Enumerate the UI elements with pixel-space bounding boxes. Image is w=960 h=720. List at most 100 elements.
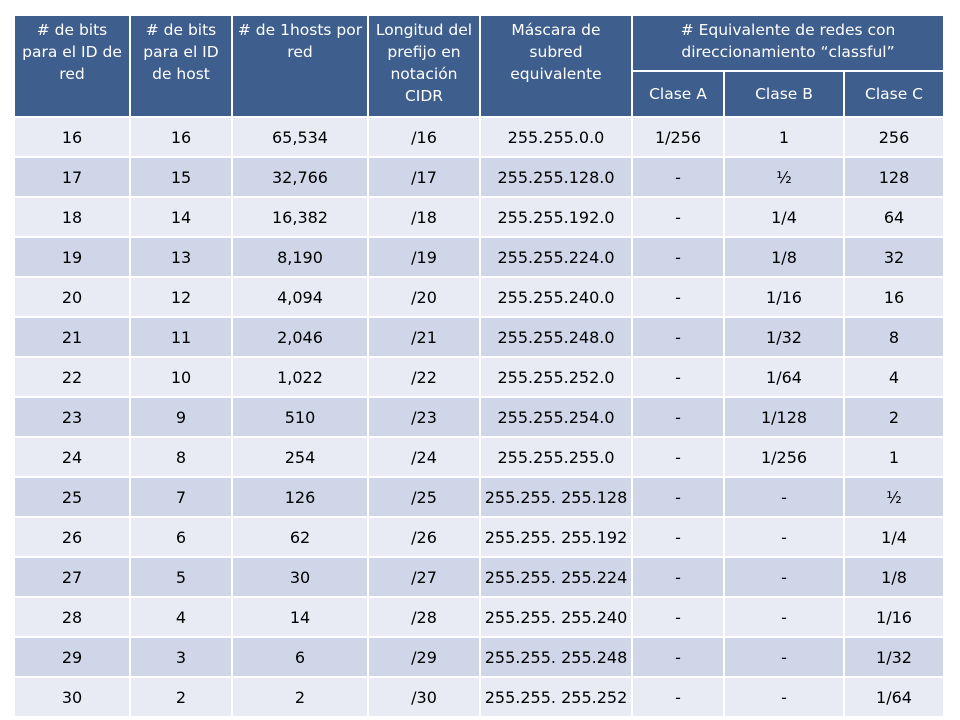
class-a-cell: - [631, 676, 725, 718]
table-row: 18 14 16,382/18 255.255.192.0-1/4 64 [13, 196, 946, 238]
class-a-cell: - [631, 236, 725, 278]
mask-cell: 255.255.0.0 [479, 116, 633, 158]
mask-cell: 255.255.128.0 [479, 156, 633, 198]
class-a-cell: - [631, 396, 725, 438]
header-subnet-mask: Máscara de subred equivalente [479, 14, 633, 118]
mask-cell: 255.255. 255.192 [479, 516, 633, 558]
class-a-cell: - [631, 516, 725, 558]
host-bits-cell: 12 [129, 276, 233, 318]
hosts-cell: 4,094 [231, 276, 369, 318]
host-bits-cell: 6 [129, 516, 233, 558]
net-bits-cell: 18 [13, 196, 131, 238]
net-bits-cell: 24 [13, 436, 131, 478]
header-class-c: Clase C [842, 70, 946, 118]
class-b-cell: 1/32 [723, 316, 845, 358]
header-cidr-prefix: Longitud del prefijo en notación CIDR [367, 14, 481, 118]
class-b-cell: - [723, 516, 845, 558]
table-row: 30 2 2/30 255.255. 255.252- -1/64 [13, 676, 946, 718]
table-row: 27 5 30/27 255.255. 255.224- -1/8 [13, 556, 946, 598]
table-row: 28 4 14/28 255.255. 255.240- -1/16 [13, 596, 946, 638]
class-b-cell: 1/256 [723, 436, 845, 478]
class-c-cell: 16 [842, 276, 946, 318]
class-c-cell: 1/64 [842, 676, 946, 718]
header-host-bits: # de bits para el ID de host [129, 14, 233, 118]
mask-cell: 255.255. 255.224 [479, 556, 633, 598]
class-b-cell: - [723, 556, 845, 598]
net-bits-cell: 25 [13, 476, 131, 518]
table-row: 20 12 4,094/20 255.255.240.0-1/16 16 [13, 276, 946, 318]
header-hosts-per-network: # de 1hosts por red [231, 14, 369, 118]
class-a-cell: - [631, 276, 725, 318]
header-classful-equivalent: # Equivalente de redes con direccionamie… [630, 14, 946, 72]
prefix-cell: /27 [367, 556, 481, 598]
net-bits-cell: 29 [13, 636, 131, 678]
host-bits-cell: 4 [129, 596, 233, 638]
class-c-cell: ½ [842, 476, 946, 518]
class-c-cell: 1/16 [842, 596, 946, 638]
class-c-cell: 256 [842, 116, 946, 158]
mask-cell: 255.255.248.0 [479, 316, 633, 358]
prefix-cell: /23 [367, 396, 481, 438]
table-row: 25 7 126/25 255.255. 255.128- - ½ [13, 476, 946, 518]
host-bits-cell: 7 [129, 476, 233, 518]
prefix-cell: /16 [367, 116, 481, 158]
net-bits-cell: 23 [13, 396, 131, 438]
mask-cell: 255.255. 255.128 [479, 476, 633, 518]
class-c-cell: 1/4 [842, 516, 946, 558]
net-bits-cell: 19 [13, 236, 131, 278]
hosts-cell: 62 [231, 516, 369, 558]
hosts-cell: 1,022 [231, 356, 369, 398]
net-bits-cell: 16 [13, 116, 131, 158]
class-a-cell: - [631, 596, 725, 638]
class-b-cell: - [723, 596, 845, 638]
net-bits-cell: 26 [13, 516, 131, 558]
prefix-cell: /26 [367, 516, 481, 558]
mask-cell: 255.255.224.0 [479, 236, 633, 278]
host-bits-cell: 10 [129, 356, 233, 398]
class-a-cell: - [631, 316, 725, 358]
net-bits-cell: 27 [13, 556, 131, 598]
host-bits-cell: 2 [129, 676, 233, 718]
prefix-cell: /29 [367, 636, 481, 678]
mask-cell: 255.255.192.0 [479, 196, 633, 238]
mask-cell: 255.255.254.0 [479, 396, 633, 438]
net-bits-cell: 20 [13, 276, 131, 318]
table-row: 26 6 62/26 255.255. 255.192- -1/4 [13, 516, 946, 558]
mask-cell: 255.255.255.0 [479, 436, 633, 478]
header-class-a: Clase A [631, 70, 725, 118]
class-c-cell: 64 [842, 196, 946, 238]
hosts-cell: 254 [231, 436, 369, 478]
prefix-cell: /28 [367, 596, 481, 638]
class-c-cell: 1 [842, 436, 946, 478]
net-bits-cell: 21 [13, 316, 131, 358]
class-c-cell: 1/32 [842, 636, 946, 678]
table-body: 16 16 65,534/16 255.255.0.0 1/256 1 256 17 15 32,… [13, 116, 946, 718]
hosts-cell: 2 [231, 676, 369, 718]
hosts-cell: 32,766 [231, 156, 369, 198]
class-b-cell: - [723, 636, 845, 678]
table-row: 22 10 1,022/22 255.255.252.0-1/64 4 [13, 356, 946, 398]
table-row: 23 9 510/23 255.255.254.0-1/128 2 [13, 396, 946, 438]
class-c-cell: 2 [842, 396, 946, 438]
class-a-cell: - [631, 436, 725, 478]
host-bits-cell: 16 [129, 116, 233, 158]
hosts-cell: 6 [231, 636, 369, 678]
table-row: 29 3 6/29 255.255. 255.248- -1/32 [13, 636, 946, 678]
table-row: 19 13 8,190/19 255.255.224.0-1/8 32 [13, 236, 946, 278]
class-b-cell: 1/64 [723, 356, 845, 398]
header-class-b: Clase B [723, 70, 845, 118]
prefix-cell: /17 [367, 156, 481, 198]
class-b-cell: 1/128 [723, 396, 845, 438]
prefix-cell: /25 [367, 476, 481, 518]
cidr-subnet-table: # de bits para el ID de red # de bits pa… [13, 14, 946, 718]
class-a-cell: - [631, 356, 725, 398]
prefix-cell: /30 [367, 676, 481, 718]
class-a-cell: 1/256 [631, 116, 725, 158]
net-bits-cell: 28 [13, 596, 131, 638]
class-c-cell: 4 [842, 356, 946, 398]
host-bits-cell: 11 [129, 316, 233, 358]
class-c-cell: 8 [842, 316, 946, 358]
table-row: 16 16 65,534/16 255.255.0.0 1/256 1 256 [13, 116, 946, 158]
mask-cell: 255.255. 255.248 [479, 636, 633, 678]
hosts-cell: 2,046 [231, 316, 369, 358]
